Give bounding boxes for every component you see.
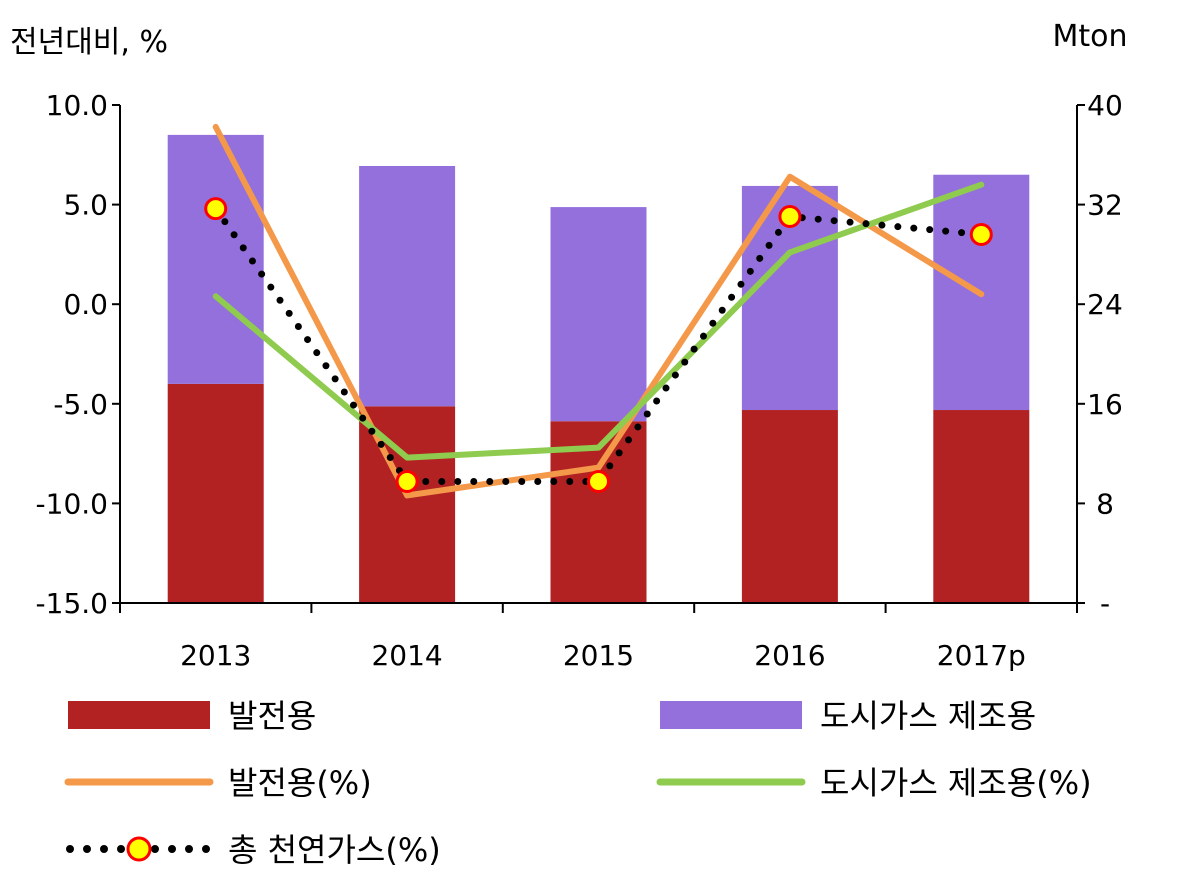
marker-total-2013 xyxy=(204,197,228,221)
legend-key-citygas xyxy=(660,701,802,729)
marker-total-2017p xyxy=(969,222,993,246)
left-tick-label: 5.0 xyxy=(63,189,108,222)
legend-marker-total xyxy=(126,836,152,862)
legend-label: 총 천연가스(%) xyxy=(228,831,441,869)
left-tick-label: -5.0 xyxy=(53,388,108,421)
line-citygas-pct xyxy=(212,181,985,461)
x-tick-label: 2015 xyxy=(563,639,634,672)
legend-label: 도시가스 제조용(%) xyxy=(820,764,1092,802)
x-tick-label: 2014 xyxy=(371,639,442,672)
left-axis-title: 전년대비, % xyxy=(10,25,168,60)
marker-total-2015 xyxy=(587,469,610,493)
legend-key-power xyxy=(68,701,210,729)
lines-layer xyxy=(204,123,993,499)
right-tick-label: 8 xyxy=(1096,487,1114,520)
bar-citygas-2014 xyxy=(359,166,456,407)
bar-power-2017p xyxy=(933,410,1030,603)
right-tick-label: 32 xyxy=(1087,189,1123,222)
bar-citygas-2013 xyxy=(167,134,264,384)
right-axis-title: Mton xyxy=(1052,19,1127,54)
left-tick-label: -15.0 xyxy=(36,587,108,620)
line-power-pct xyxy=(212,123,985,499)
left-tick-label: 10.0 xyxy=(46,89,108,122)
bars-layer xyxy=(167,134,1030,603)
marker-total-2016 xyxy=(778,205,802,229)
right-tick-label: 24 xyxy=(1087,288,1123,321)
left-tick-label: -10.0 xyxy=(36,487,108,520)
x-tick-label: 2017p xyxy=(937,639,1026,672)
bar-citygas-2015 xyxy=(550,207,647,422)
legend-label: 발전용(%) xyxy=(228,764,372,802)
x-tick-label: 2013 xyxy=(180,639,251,672)
right-tick-label: 16 xyxy=(1087,388,1123,421)
right-tick-label: 40 xyxy=(1087,89,1123,122)
right-tick-label: - xyxy=(1100,587,1110,620)
legend-label: 발전용 xyxy=(228,697,316,735)
bar-power-2016 xyxy=(741,410,838,603)
marker-total-2014 xyxy=(395,469,419,493)
legend-label: 도시가스 제조용 xyxy=(820,697,1036,735)
axes-layer: -15.0 -10.0 -5.0 0.0 5.0 10.0 - 8 16 24 32 40 2013 20… xyxy=(36,89,1123,672)
bar-power-2013 xyxy=(167,383,264,603)
left-tick-label: 0.0 xyxy=(63,288,108,321)
x-tick-label: 2016 xyxy=(754,639,825,672)
